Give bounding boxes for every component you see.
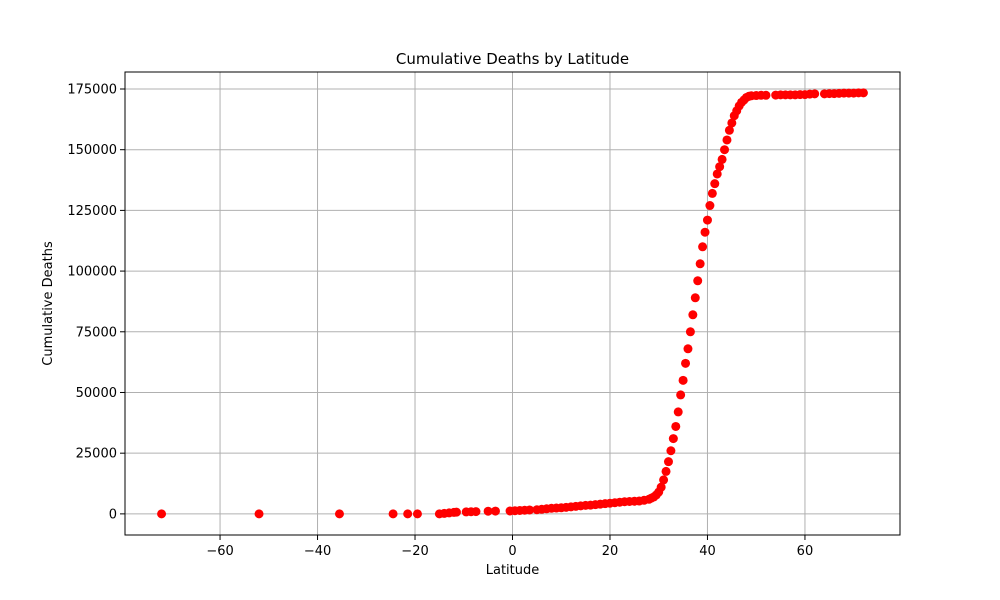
y-tick-label: 0 bbox=[109, 507, 117, 522]
data-point bbox=[683, 344, 693, 354]
grid-layer bbox=[125, 72, 900, 535]
data-point bbox=[490, 506, 500, 516]
data-point bbox=[702, 215, 712, 225]
data-point bbox=[471, 507, 481, 517]
data-point bbox=[810, 89, 820, 99]
data-point bbox=[722, 135, 732, 145]
data-point bbox=[698, 242, 708, 252]
data-point bbox=[707, 188, 717, 198]
data-point bbox=[705, 201, 715, 211]
data-point bbox=[661, 466, 671, 476]
data-point bbox=[724, 125, 734, 135]
data-point bbox=[403, 509, 413, 519]
data-point bbox=[678, 375, 688, 385]
points-layer bbox=[157, 88, 868, 519]
y-tick-label: 50000 bbox=[76, 386, 117, 401]
data-point bbox=[659, 475, 669, 485]
data-point bbox=[685, 327, 695, 337]
y-tick-label: 25000 bbox=[76, 447, 117, 462]
data-point bbox=[451, 507, 461, 517]
data-point bbox=[483, 506, 493, 516]
data-point bbox=[720, 145, 730, 155]
data-point bbox=[690, 293, 700, 303]
data-point bbox=[676, 390, 686, 400]
x-tick-label: 40 bbox=[699, 544, 716, 559]
data-point bbox=[693, 276, 703, 286]
data-point bbox=[334, 509, 344, 519]
data-point bbox=[710, 179, 720, 189]
data-point bbox=[525, 505, 535, 515]
data-point bbox=[157, 509, 167, 519]
data-point bbox=[688, 310, 698, 320]
data-point bbox=[858, 88, 868, 98]
chart-title: Cumulative Deaths by Latitude bbox=[396, 50, 629, 68]
y-tick-label: 125000 bbox=[67, 204, 117, 219]
data-point bbox=[727, 118, 737, 128]
data-point bbox=[663, 457, 673, 467]
data-point bbox=[717, 154, 727, 164]
data-point bbox=[656, 482, 666, 492]
data-point bbox=[412, 509, 422, 519]
data-point bbox=[761, 90, 771, 100]
x-tick-label: −40 bbox=[304, 544, 331, 559]
x-tick-label: 0 bbox=[508, 544, 516, 559]
data-point bbox=[715, 162, 725, 172]
x-tick-label: −20 bbox=[401, 544, 428, 559]
y-tick-label: 150000 bbox=[67, 143, 117, 158]
y-axis-label: Cumulative Deaths bbox=[41, 241, 56, 366]
y-tick-label: 100000 bbox=[67, 265, 117, 280]
data-point bbox=[700, 227, 710, 237]
x-axis-label: Latitude bbox=[486, 563, 540, 578]
ticks-layer: −60 −40 −20 0 20 40 60 0 25000 50000 75000 100000 12… bbox=[67, 82, 813, 559]
x-tick-label: −60 bbox=[206, 544, 233, 559]
data-point bbox=[695, 259, 705, 269]
data-point bbox=[388, 509, 398, 519]
x-tick-label: 60 bbox=[797, 544, 814, 559]
data-point bbox=[254, 509, 264, 519]
data-point bbox=[681, 358, 691, 368]
data-point bbox=[673, 407, 683, 417]
data-point bbox=[671, 421, 681, 431]
y-tick-label: 75000 bbox=[76, 325, 117, 340]
data-point bbox=[712, 169, 722, 179]
data-point bbox=[668, 434, 678, 444]
y-tick-label: 175000 bbox=[67, 82, 117, 97]
x-tick-label: 20 bbox=[602, 544, 619, 559]
data-point bbox=[666, 446, 676, 456]
